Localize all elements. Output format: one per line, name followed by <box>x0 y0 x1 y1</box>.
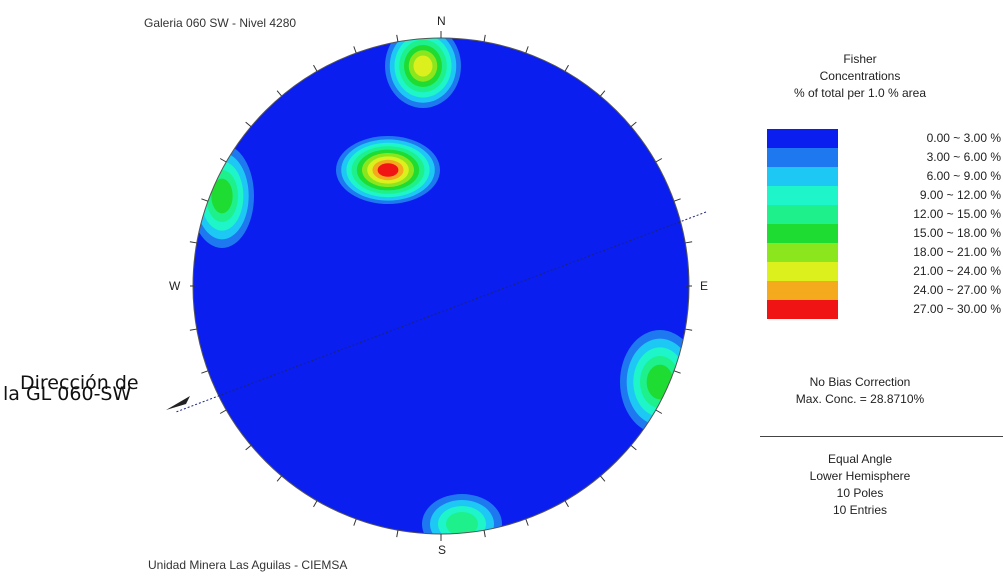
legend-swatch <box>767 167 838 186</box>
rim-tick <box>564 500 569 508</box>
figure-title: Galeria 060 SW - Nivel 4280 <box>144 16 297 30</box>
rim-tick <box>630 121 637 127</box>
upper-cluster <box>336 136 440 204</box>
legend-range-label: 12.00 ~ 15.00 % <box>913 207 1001 221</box>
rim-tick <box>564 64 569 72</box>
rim-tick <box>630 445 637 451</box>
stereonet-body <box>193 38 689 534</box>
rim-tick <box>219 409 227 414</box>
east-cluster <box>620 330 689 434</box>
rim-tick <box>353 518 357 526</box>
legend-range-label: 6.00 ~ 9.00 % <box>926 169 1001 183</box>
entries-count: 10 Entries <box>832 503 888 517</box>
legend-swatch <box>767 243 838 262</box>
rim-tick <box>245 121 252 127</box>
rim-tick <box>600 90 606 97</box>
rim-tick <box>685 328 693 331</box>
legend-title-3: % of total per 1.0 % area <box>793 86 927 100</box>
poles-count: 10 Poles <box>836 486 884 500</box>
legend-range-label: 0.00 ~ 3.00 % <box>926 131 1001 145</box>
projection-type: Equal Angle <box>827 452 893 466</box>
north-cluster <box>385 38 461 108</box>
rim-tick <box>483 530 486 538</box>
max-concentration: Max. Conc. = 28.8710% <box>795 392 925 406</box>
rim-tick <box>189 328 197 331</box>
rim-tick <box>673 198 681 202</box>
bias-note: No Bias Correction <box>809 375 911 389</box>
legend-title-2: Concentrations <box>819 69 901 83</box>
rim-tick <box>276 475 282 482</box>
rim-tick <box>600 475 606 482</box>
rim-tick <box>201 198 209 202</box>
legend-title-1: Fisher <box>843 52 877 66</box>
rim-tick <box>313 500 318 508</box>
legend-range-label: 27.00 ~ 30.00 % <box>913 302 1001 316</box>
rim-tick <box>655 409 663 414</box>
contour-level <box>211 178 233 214</box>
rim-tick <box>276 90 282 97</box>
rim-tick <box>525 46 529 54</box>
annotation-line-2: la GL 060-SW <box>3 383 132 405</box>
rim-tick <box>201 370 209 374</box>
degree-ticks <box>189 31 693 541</box>
contour-level <box>413 55 433 77</box>
rim-tick <box>685 241 693 244</box>
legend-range-label: 21.00 ~ 24.00 % <box>913 264 1001 278</box>
rim-tick <box>219 158 227 163</box>
rim-tick <box>313 64 318 72</box>
rim-tick <box>655 158 663 163</box>
legend-swatch <box>767 129 838 148</box>
legend-range-label: 24.00 ~ 27.00 % <box>913 283 1001 297</box>
legend-range-label: 9.00 ~ 12.00 % <box>919 188 1001 202</box>
compass-west-label: W <box>169 279 181 293</box>
legend-swatch <box>767 148 838 167</box>
legend-swatch <box>767 300 838 319</box>
legend-divider <box>760 436 1003 437</box>
legend-swatch <box>767 186 838 205</box>
contour-level <box>446 512 478 534</box>
compass-north-label: N <box>437 14 446 28</box>
rim-tick <box>189 241 197 244</box>
rim-tick <box>396 34 399 42</box>
legend-range-label: 15.00 ~ 18.00 % <box>913 226 1001 240</box>
legend-range-label: 3.00 ~ 6.00 % <box>926 150 1001 164</box>
figure-subtitle: Unidad Minera Las Aguilas - CIEMSA <box>148 558 348 572</box>
rim-tick <box>525 518 529 526</box>
rim-tick <box>353 46 357 54</box>
legend-swatch <box>767 205 838 224</box>
rim-tick <box>673 370 681 374</box>
hemisphere-type: Lower Hemisphere <box>809 469 911 483</box>
legend-range-label: 18.00 ~ 21.00 % <box>913 245 1001 259</box>
contour-level <box>377 163 399 177</box>
legend-swatch <box>767 224 838 243</box>
legend-swatches <box>767 129 838 319</box>
compass-east-label: E <box>700 279 709 293</box>
rim-tick <box>396 530 399 538</box>
net-background <box>193 38 689 534</box>
annotation-line-1: Dirección de <box>20 372 139 394</box>
rim-tick <box>245 445 252 451</box>
compass-south-label: S <box>438 543 447 557</box>
legend-swatch <box>767 281 838 300</box>
south-cluster <box>422 494 502 534</box>
gallery-direction-line <box>175 211 707 413</box>
direction-arrow-icon <box>166 396 190 410</box>
rim-tick <box>483 34 486 42</box>
legend-swatch <box>767 262 838 281</box>
